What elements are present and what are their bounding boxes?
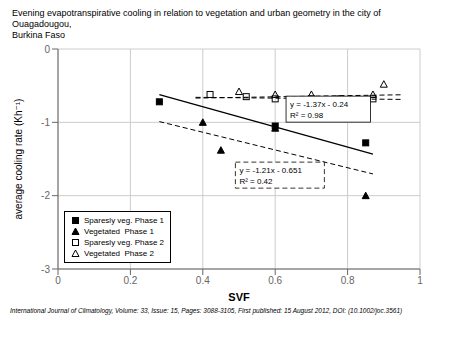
- svg-text:0: 0: [55, 275, 61, 286]
- svg-text:SVF: SVF: [228, 291, 250, 303]
- svg-text:0.4: 0.4: [196, 275, 210, 286]
- svg-text:R² = 0.98: R² = 0.98: [290, 111, 324, 120]
- html-text:Burkina Faso: Burkina Faso: [12, 30, 65, 40]
- svg-text:y = -1.21x - 0.651: y = -1.21x - 0.651: [239, 166, 302, 175]
- svg-text:0.8: 0.8: [341, 275, 355, 286]
- html-text:Sparesly veg. Phase 2: Sparesly veg. Phase 2: [84, 238, 164, 247]
- svg-text:0.2: 0.2: [123, 275, 137, 286]
- html-text:Vegetated Phase 2: Vegetated Phase 2: [84, 249, 154, 258]
- svg-text:y = -1.37x - 0.24: y = -1.37x - 0.24: [290, 100, 349, 109]
- html-text:Evening evapotranspirative coo: Evening evapotranspirative cooling in re…: [12, 8, 381, 29]
- svg-text:-2: -2: [41, 190, 50, 201]
- html-text:Vegetated Phase 1: Vegetated Phase 1: [84, 227, 154, 236]
- html-text:Sparesly veg. Phase 1: Sparesly veg. Phase 1: [84, 216, 164, 225]
- svg-text:-3: -3: [41, 264, 50, 275]
- html-text:International Journal of Clima: International Journal of Climatology, Vo…: [10, 307, 403, 314]
- svg-text:1: 1: [417, 275, 423, 286]
- svg-text:0.6: 0.6: [268, 275, 282, 286]
- svg-text:-1: -1: [41, 117, 50, 128]
- svg-text:R² = 0.42: R² = 0.42: [239, 177, 273, 186]
- svg-text:0: 0: [44, 44, 50, 55]
- svg-text:average cooling rate (Kh⁻¹): average cooling rate (Kh⁻¹): [13, 99, 24, 220]
